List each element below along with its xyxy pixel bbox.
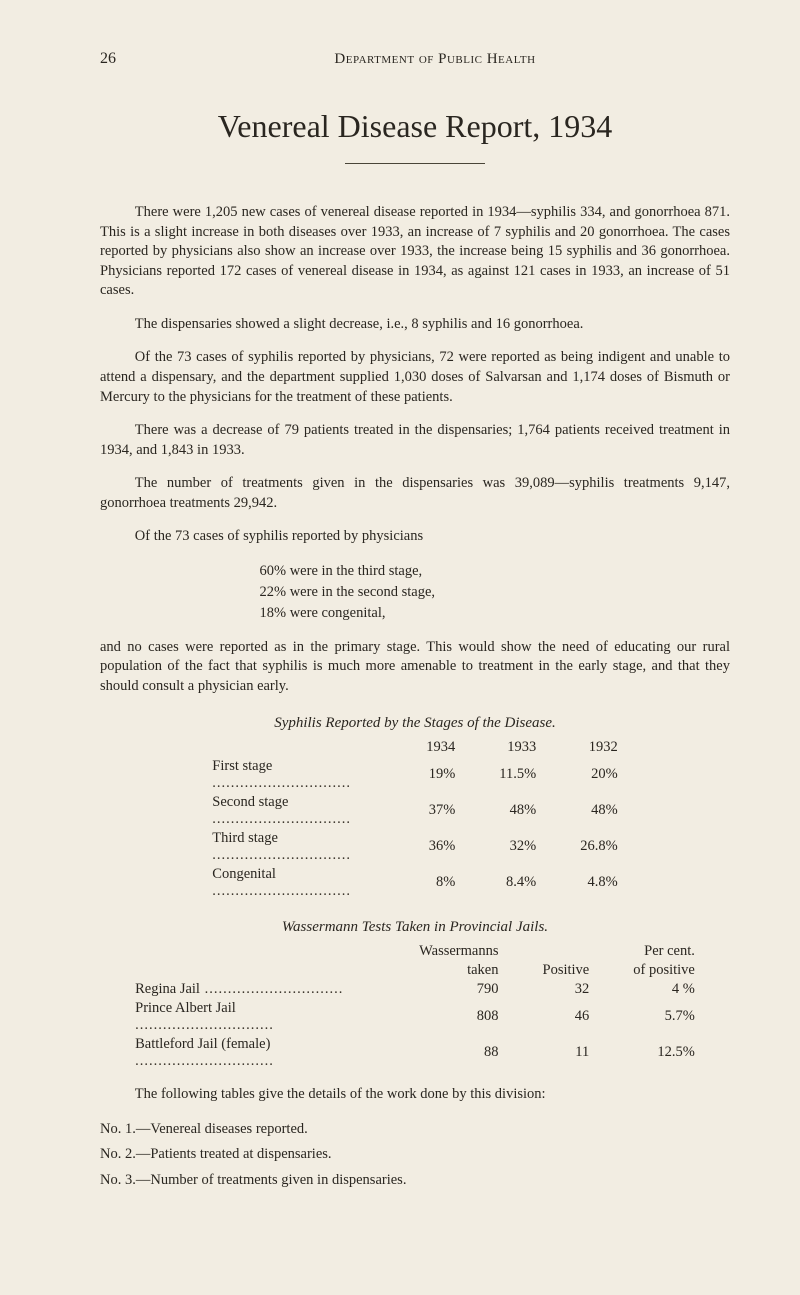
paragraph-3: Of the 73 cases of syphilis reported by … [100, 348, 730, 407]
row-label: Prince Albert Jail [135, 1000, 236, 1016]
table-row: Second stage 37% 48% 48% [190, 793, 639, 829]
paragraph-7: and no cases were reported as in the pri… [100, 638, 730, 697]
stage-percent-block: 60% were in the third stage, 22% were in… [100, 561, 730, 624]
cell: 48% [477, 793, 558, 829]
cell: 37% [404, 793, 477, 829]
cell: 26.8% [558, 829, 639, 865]
page-number: 26 [100, 50, 140, 68]
row-label: Regina Jail [135, 981, 200, 997]
table-wassermann: Wassermanns Per cent. taken Positive of … [113, 942, 717, 1071]
table-header-row: 1934 1933 1932 [190, 738, 639, 757]
cell: 4.8% [558, 865, 639, 901]
document-title: Venereal Disease Report, 1934 [100, 108, 730, 145]
cell: 36% [404, 829, 477, 865]
col-percent: Per cent. [611, 942, 717, 961]
row-label: Congenital [212, 866, 276, 882]
page-header: 26 Department of Public Health [100, 50, 730, 68]
list-item-2: No. 2.—Patients treated at dispensaries. [100, 1143, 730, 1166]
paragraph-8: The following tables give the details of… [100, 1085, 730, 1105]
list-item-3: No. 3.—Number of treatments given in dis… [100, 1169, 730, 1192]
table-row: First stage 19% 11.5% 20% [190, 757, 639, 793]
list-item-1: No. 1.—Venereal diseases reported. [100, 1118, 730, 1141]
col-positive: Positive [521, 961, 612, 980]
col-ofpositive: of positive [611, 961, 717, 980]
page: 26 Department of Public Health Venereal … [0, 0, 800, 1295]
stage-line-3: 18% were congenital, [260, 603, 731, 624]
table-row: Battleford Jail (female) 88 11 12.5% [113, 1035, 717, 1071]
row-label: Third stage [212, 830, 278, 846]
cell: 19% [404, 757, 477, 793]
row-label: Second stage [212, 794, 288, 810]
cell: 11.5% [477, 757, 558, 793]
paragraph-1: There were 1,205 new cases of venereal d… [100, 203, 730, 301]
paragraph-6: Of the 73 cases of syphilis reported by … [100, 527, 730, 547]
cell: 5.7% [611, 999, 717, 1035]
cell: 88 [397, 1035, 520, 1071]
cell: 12.5% [611, 1035, 717, 1071]
col-1932: 1932 [558, 738, 639, 757]
cell: 20% [558, 757, 639, 793]
cell: 32% [477, 829, 558, 865]
title-rule [100, 151, 730, 169]
table-row: Third stage 36% 32% 26.8% [190, 829, 639, 865]
running-head: Department of Public Health [140, 51, 730, 68]
cell: 790 [397, 980, 520, 999]
table-row: Prince Albert Jail 808 46 5.7% [113, 999, 717, 1035]
table2-caption: Wassermann Tests Taken in Provincial Jai… [100, 919, 730, 936]
paragraph-5: The number of treatments given in the di… [100, 474, 730, 513]
col-taken: taken [397, 961, 520, 980]
cell: 8% [404, 865, 477, 901]
cell: 32 [521, 980, 612, 999]
paragraph-4: There was a decrease of 79 patients trea… [100, 421, 730, 460]
table-row: Congenital 8% 8.4% 4.8% [190, 865, 639, 901]
row-label: First stage [212, 758, 272, 774]
cell: 11 [521, 1035, 612, 1071]
table1-caption: Syphilis Reported by the Stages of the D… [100, 715, 730, 732]
paragraph-2: The dispensaries showed a slight decreas… [100, 315, 730, 335]
table-header-row: Wassermanns Per cent. [113, 942, 717, 961]
cell: 4 % [611, 980, 717, 999]
table-syphilis-stages: 1934 1933 1932 First stage 19% 11.5% 20%… [190, 738, 639, 901]
stage-line-2: 22% were in the second stage, [260, 582, 731, 603]
col-wassermanns: Wassermanns [397, 942, 520, 961]
col-1934: 1934 [404, 738, 477, 757]
stage-line-1: 60% were in the third stage, [260, 561, 731, 582]
table-row: Regina Jail 790 32 4 % [113, 980, 717, 999]
cell: 808 [397, 999, 520, 1035]
cell: 8.4% [477, 865, 558, 901]
cell: 48% [558, 793, 639, 829]
col-1933: 1933 [477, 738, 558, 757]
cell: 46 [521, 999, 612, 1035]
row-label: Battleford Jail (female) [135, 1036, 270, 1052]
table-header-row-2: taken Positive of positive [113, 961, 717, 980]
